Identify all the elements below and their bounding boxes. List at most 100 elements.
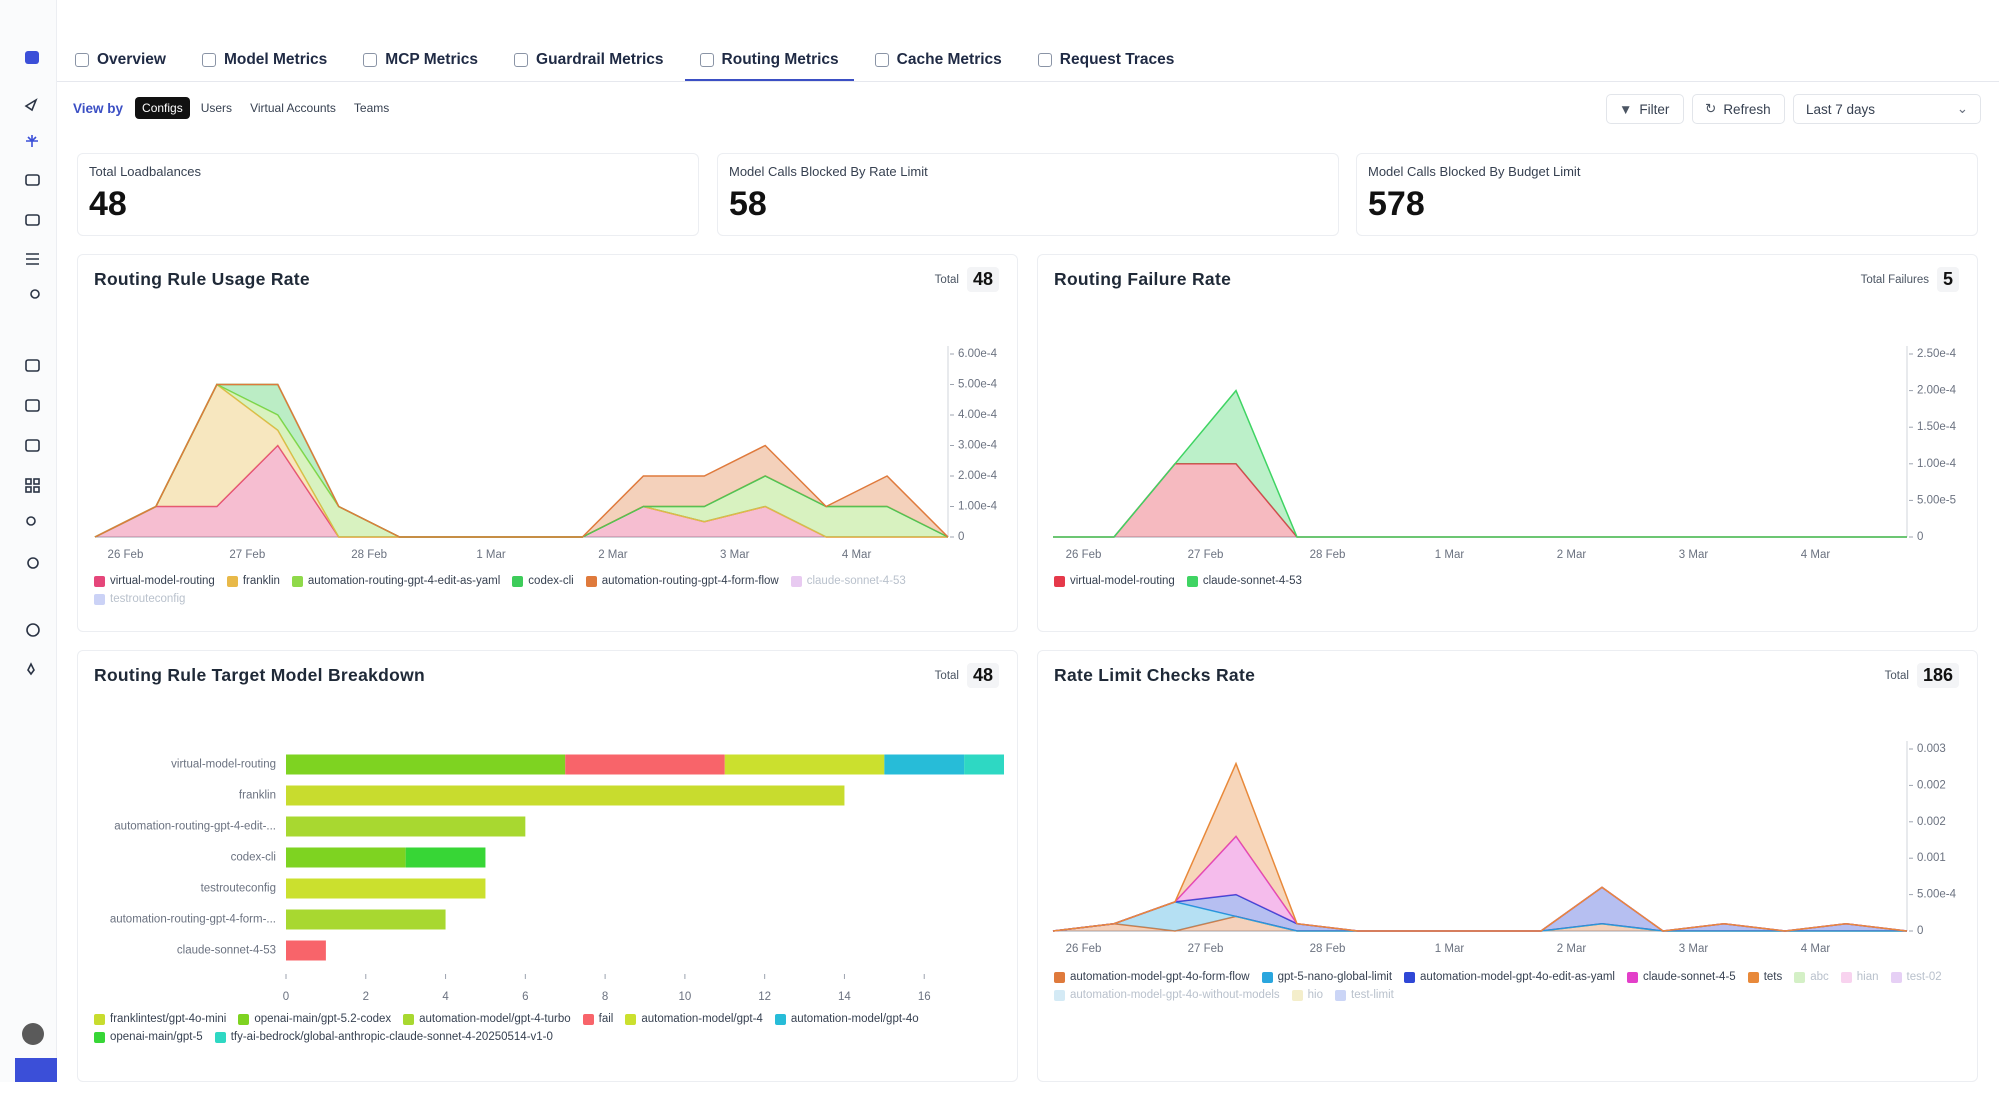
tab[interactable]: Routing Metrics [684, 40, 854, 82]
nav-icon[interactable] [26, 253, 39, 265]
x-tick-label: 28 Feb [351, 549, 387, 561]
legend-item[interactable]: automation-routing-gpt-4-form-flow [585, 575, 779, 587]
legend: franklintest/gpt-4o-mini openai-main/gpt-… [94, 1013, 1001, 1043]
tab[interactable]: MCP Metrics [348, 40, 493, 82]
area [1053, 887, 1907, 931]
range-select[interactable]: Last 7 days ⌄ [1793, 94, 1981, 124]
legend-item[interactable]: claude-sonnet-4-53 [1186, 575, 1302, 587]
cloud-button[interactable] [15, 1058, 57, 1082]
logo [25, 51, 39, 64]
area [95, 384, 948, 537]
legend-item[interactable]: automation-routing-gpt-4-edit-as-yaml [291, 575, 500, 587]
x-tick-label: 10 [678, 991, 691, 1003]
legend-swatch [1840, 971, 1852, 983]
legend-label: hio [1307, 989, 1324, 1001]
legend-label: gpt-5-nano-global-limit [1277, 971, 1393, 983]
legend-item[interactable]: openai-main/gpt-5.2-codex [238, 1013, 391, 1025]
total-label: Total [934, 273, 959, 286]
x-tick-label: 8 [602, 991, 608, 1003]
nav-icon[interactable] [26, 623, 40, 637]
y-tick-label: automation-routing-gpt-4-edit-... [114, 821, 276, 833]
nav-icon[interactable] [30, 289, 40, 299]
legend-item[interactable]: franklintest/gpt-4o-mini [94, 1013, 226, 1025]
legend-item[interactable]: automation-model-gpt-4o-edit-as-yaml [1404, 971, 1615, 983]
area-line [94, 383, 949, 538]
tab[interactable]: Request Traces [1023, 40, 1190, 82]
y-tick-label: testrouteconfig [201, 883, 276, 895]
y-tick-label: 1.00e-4 [958, 501, 998, 513]
tab[interactable]: Overview [60, 40, 181, 82]
legend-item[interactable]: hio [1291, 989, 1324, 1001]
legend-item[interactable]: automation-model/gpt-4o [774, 1013, 919, 1025]
area [1053, 836, 1907, 931]
nav-icon[interactable] [24, 98, 38, 112]
bar-segment [405, 847, 486, 868]
legend-item[interactable]: test-02 [1890, 971, 1942, 983]
tab[interactable]: Model Metrics [187, 40, 342, 82]
nav-icon[interactable] [27, 557, 39, 569]
legend-item[interactable]: claude-sonnet-4-53 [790, 575, 906, 587]
legend-item[interactable]: test-limit [1335, 989, 1394, 1001]
view-by-option[interactable]: Teams [353, 101, 390, 115]
legend-label: fail [598, 1013, 614, 1025]
legend-item[interactable]: virtual-model-routing [94, 575, 215, 587]
tab[interactable]: Cache Metrics [860, 40, 1017, 82]
legend-swatch [1747, 971, 1759, 983]
nav-icon[interactable] [27, 662, 35, 676]
x-tick-label: 0 [283, 991, 289, 1003]
nav-icon[interactable] [25, 478, 32, 485]
view-by-option[interactable]: Virtual Accounts [250, 101, 336, 115]
tab-label: Guardrail Metrics [536, 50, 664, 68]
x-tick-label: 26 Feb [1066, 549, 1102, 561]
area [95, 384, 948, 537]
filter-button[interactable]: ▼ Filter [1606, 94, 1684, 124]
sidebar-icons [15, 51, 57, 1082]
nav-icon[interactable] [26, 135, 38, 147]
y-tick-label: 2.00e-4 [1917, 385, 1957, 397]
legend-item[interactable]: automation-model/gpt-4 [625, 1013, 763, 1025]
total-value: 48 [966, 663, 999, 688]
nav-icon[interactable] [25, 399, 40, 412]
legend-item[interactable]: automation-model-gpt-4o-form-flow [1054, 971, 1250, 983]
view-by-option[interactable]: Configs [135, 97, 190, 119]
x-tick-label: 16 [918, 991, 931, 1003]
bar-segment [286, 940, 326, 961]
legend-item[interactable]: hian [1840, 971, 1879, 983]
legend-item[interactable]: franklin [226, 575, 280, 587]
x-tick-label: 2 Mar [1557, 549, 1587, 561]
nav-icon[interactable] [25, 214, 40, 226]
legend-item[interactable]: tets [1747, 971, 1782, 983]
bar-segment [286, 754, 566, 775]
legend-item[interactable]: testrouteconfig [94, 593, 185, 605]
avatar[interactable] [22, 1023, 44, 1045]
legend-item[interactable]: fail [582, 1013, 614, 1025]
tab-label: Model Metrics [223, 50, 328, 68]
x-tick-label: 12 [758, 991, 771, 1003]
chart: 0 2 4 6 8 10 12 14 16 virtual-model-routing frankl… [110, 754, 1004, 1003]
view-by-option[interactable]: Users [200, 101, 233, 115]
legend: automation-model-gpt-4o-form-flow gpt-5-n… [1054, 971, 1961, 1001]
legend-item[interactable]: tfy-ai-bedrock/global-anthropic-claude-s… [214, 1031, 553, 1043]
legend-item[interactable]: codex-cli [512, 575, 574, 587]
legend-item[interactable]: gpt-5-nano-global-limit [1261, 971, 1393, 983]
nav-icon[interactable] [25, 359, 40, 372]
legend-item[interactable]: automation-model/gpt-4-turbo [403, 1013, 571, 1025]
nav-icon[interactable] [25, 439, 40, 452]
nav-icon[interactable] [25, 174, 40, 186]
nav-icon[interactable] [26, 516, 36, 526]
legend-swatch [1335, 989, 1347, 1001]
stat-label: Model Calls Blocked By Budget Limit [1368, 164, 1581, 179]
bar-segment [964, 754, 1004, 775]
legend-label: franklin [242, 575, 280, 587]
legend-item[interactable]: abc [1794, 971, 1829, 983]
legend-item[interactable]: virtual-model-routing [1054, 575, 1175, 587]
refresh-button[interactable]: ↻ Refresh [1692, 94, 1785, 124]
legend-item[interactable]: openai-main/gpt-5 [94, 1031, 203, 1043]
legend-label: automation-model-gpt-4o-form-flow [1070, 971, 1250, 983]
legend-swatch [94, 575, 105, 587]
legend-item[interactable]: automation-model-gpt-4o-without-models [1054, 989, 1280, 1001]
tab[interactable]: Guardrail Metrics [499, 40, 679, 82]
y-tick-label: 0.002 [1917, 816, 1946, 828]
legend-item[interactable]: claude-sonnet-4-5 [1626, 971, 1736, 983]
area [1053, 916, 1907, 931]
